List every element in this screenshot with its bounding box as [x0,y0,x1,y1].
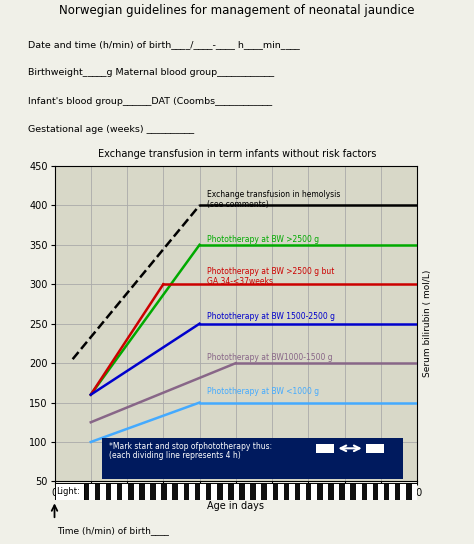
Bar [161,484,167,500]
Bar [173,484,178,500]
Bar [267,484,273,500]
Bar [100,484,106,500]
Bar [201,484,206,500]
Text: Infant's blood group______DAT (Coombs____________: Infant's blood group______DAT (Coombs___… [28,97,273,106]
Bar [345,484,350,500]
Bar [106,484,111,500]
Bar [411,484,417,500]
X-axis label: Age in days: Age in days [207,501,264,511]
Text: Date and time (h/min) of birth____/____-____ h____min____: Date and time (h/min) of birth____/____-… [28,40,300,50]
Bar [234,484,239,500]
Bar [122,484,128,500]
Bar [134,484,139,500]
Text: Phototherapy at BW <1000 g: Phototherapy at BW <1000 g [207,387,319,396]
Bar [195,484,201,500]
Bar [334,484,339,500]
Text: Birthweight_____g Maternal blood group____________: Birthweight_____g Maternal blood group__… [28,69,274,77]
Bar [366,443,384,453]
Bar [384,484,389,500]
Bar [301,484,306,500]
Bar [217,484,222,500]
Bar [323,484,328,500]
Bar [145,484,150,500]
Bar [306,484,311,500]
Bar [389,484,395,500]
Bar [378,484,384,500]
Text: Phototherapy at BW1000-1500 g: Phototherapy at BW1000-1500 g [207,353,332,362]
Bar [395,484,401,500]
Text: Phototherapy at BW >2500 g: Phototherapy at BW >2500 g [207,236,319,244]
Bar [156,484,161,500]
Bar [316,443,334,453]
Bar [117,484,122,500]
Bar [273,484,278,500]
Text: Time (h/min) of birth____: Time (h/min) of birth____ [57,527,169,535]
Y-axis label: Serum bilirubin ( mol/L): Serum bilirubin ( mol/L) [423,270,432,378]
Bar [95,484,100,500]
Text: Exchange transfusion in term infants without risk factors: Exchange transfusion in term infants wit… [98,150,376,159]
Bar [189,484,195,500]
Bar [328,484,334,500]
Bar [228,484,234,500]
Text: Phototherapy at BW >2500 g but
GA 34-<37weeks: Phototherapy at BW >2500 g but GA 34-<37… [207,267,334,286]
Text: Norwegian guidelines for management of neonatal jaundice: Norwegian guidelines for management of n… [59,4,415,17]
Bar [373,484,378,500]
Bar [89,484,95,500]
Bar [55,484,83,500]
Bar [183,484,189,500]
Bar [150,484,156,500]
Bar [211,484,217,500]
Text: (each dividing line represents 4 h): (each dividing line represents 4 h) [109,452,241,460]
Text: Gestational age (weeks) __________: Gestational age (weeks) __________ [28,125,194,134]
Bar [83,484,89,500]
Bar [206,484,211,500]
Bar [278,484,283,500]
Bar [406,484,411,500]
Bar [245,484,250,500]
Bar [317,484,323,500]
Bar [350,484,356,500]
Bar [311,484,317,500]
Bar [139,484,145,500]
Bar [283,484,289,500]
Bar [401,484,406,500]
Bar [356,484,362,500]
Text: Phototherapy at BW 1500-2500 g: Phototherapy at BW 1500-2500 g [207,312,335,321]
Bar [262,484,267,500]
Bar [222,484,228,500]
Text: *Mark start and stop ofphototherapy thus:: *Mark start and stop ofphototherapy thus… [109,442,272,451]
Bar [367,484,373,500]
Bar [339,484,345,500]
Text: Light:: Light: [56,487,80,496]
Bar [167,484,173,500]
Text: Exchange transfusion in hemolysis
(see comments): Exchange transfusion in hemolysis (see c… [207,190,340,209]
Bar [256,484,262,500]
Bar [289,484,295,500]
Bar [250,484,256,500]
Bar [128,484,134,500]
Bar [295,484,301,500]
Bar [111,484,117,500]
Bar [101,438,402,479]
Bar [239,484,245,500]
Bar [362,484,367,500]
Bar [178,484,183,500]
